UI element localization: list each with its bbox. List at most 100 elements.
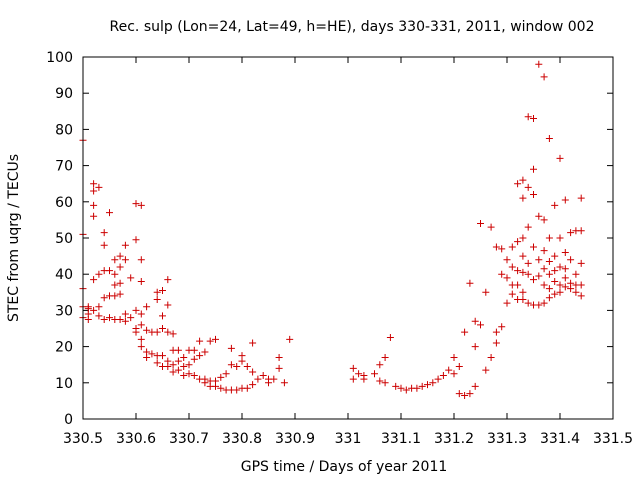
data-point-marker [477, 321, 484, 329]
data-point-marker [116, 279, 124, 287]
x-tick-label: 330.7 [169, 431, 209, 447]
data-point-marker [275, 353, 283, 361]
data-point-marker [111, 292, 119, 300]
data-point-marker [259, 372, 267, 380]
data-point-marker [492, 339, 500, 347]
data-point-marker [519, 194, 527, 202]
data-point-marker [190, 346, 198, 354]
data-point-marker [424, 381, 431, 389]
data-point-marker [577, 259, 585, 267]
data-point-marker [100, 294, 108, 302]
y-tick-label: 50 [55, 231, 73, 247]
data-point-marker [238, 357, 246, 365]
data-point-marker [164, 301, 172, 309]
data-point-marker [471, 382, 479, 390]
data-point-marker [106, 314, 113, 322]
data-point-marker [100, 315, 108, 323]
data-point-marker [487, 353, 495, 361]
data-point-marker [540, 299, 548, 307]
data-point-marker [217, 373, 225, 381]
data-point-marker [402, 386, 410, 394]
data-point-marker [492, 243, 500, 251]
data-point-marker [95, 183, 103, 191]
data-point-marker [535, 212, 543, 220]
data-point-marker [174, 357, 182, 365]
data-point-marker [371, 370, 378, 378]
data-point-marker [535, 301, 543, 309]
data-point-marker [100, 229, 108, 237]
data-point-marker [545, 134, 553, 142]
data-point-marker [90, 201, 98, 209]
data-point-marker [508, 263, 516, 271]
y-tick-label: 40 [55, 267, 73, 283]
data-point-marker [530, 115, 537, 123]
data-point-marker [127, 274, 135, 282]
data-point-marker [561, 265, 569, 273]
data-point-marker [153, 288, 161, 296]
data-point-marker [137, 321, 145, 329]
y-tick-label: 60 [55, 195, 73, 211]
data-point-marker [265, 379, 272, 387]
data-point-marker [572, 270, 580, 278]
data-point-marker [275, 364, 283, 372]
data-point-marker [577, 227, 585, 235]
data-point-marker [143, 353, 151, 361]
data-point-marker [524, 223, 532, 231]
axis-tick-labels: 330.5 330.6 330.7 330.8 330.9 331 331.1 331.2 33… [46, 50, 633, 447]
y-tick-label: 90 [55, 86, 73, 102]
data-point-marker [90, 276, 98, 284]
data-point-marker [556, 288, 564, 296]
data-point-marker [153, 359, 161, 367]
data-point-marker [190, 355, 198, 363]
data-point-marker [519, 296, 527, 304]
data-point-marker [116, 290, 124, 298]
y-tick-label: 100 [46, 50, 73, 66]
x-tick-label: 330.6 [116, 431, 156, 447]
data-point-marker [116, 315, 124, 323]
data-point-marker [540, 281, 548, 289]
data-point-marker [180, 372, 188, 380]
data-point-marker [159, 352, 166, 360]
data-point-marker [498, 245, 506, 253]
data-point-marker [561, 283, 569, 291]
y-tick-label: 20 [55, 340, 73, 356]
x-tick-label: 330.5 [63, 431, 103, 447]
data-point-marker [227, 344, 235, 352]
data-point-marker [556, 234, 564, 242]
data-point-marker [95, 312, 103, 320]
data-point-marker [455, 363, 463, 371]
data-point-marker [540, 216, 548, 224]
data-point-marker [545, 285, 553, 293]
data-point-marker [551, 277, 559, 285]
data-point-marker [127, 314, 135, 322]
data-point-marker [153, 328, 161, 336]
data-point-marker [508, 243, 516, 251]
data-point-marker [530, 165, 537, 173]
data-point-marker [355, 370, 363, 378]
data-point-marker [143, 326, 151, 334]
y-tick-label: 70 [55, 159, 73, 175]
data-point-marker [90, 306, 98, 314]
data-point-marker [508, 290, 516, 298]
data-point-marker [243, 363, 251, 371]
data-point-marker [159, 286, 166, 294]
data-point-marker [233, 363, 241, 371]
data-point-marker [121, 317, 129, 325]
data-point-marker [233, 386, 241, 394]
data-point-marker [434, 375, 442, 383]
data-point-marker [132, 236, 140, 244]
data-point-marker [100, 241, 108, 249]
data-point-marker [551, 290, 559, 298]
data-point-marker [249, 381, 257, 389]
data-point-marker [413, 384, 421, 392]
data-point-marker [498, 323, 506, 331]
x-tick-label: 331 [335, 431, 362, 447]
data-point-marker [121, 256, 129, 264]
data-point-marker [132, 328, 140, 336]
data-point-marker [392, 382, 400, 390]
data-point-marker [185, 370, 193, 378]
data-point-marker [540, 73, 548, 81]
data-point-marker [249, 339, 257, 347]
data-point-marker [540, 265, 548, 273]
data-point-marker [492, 328, 500, 336]
